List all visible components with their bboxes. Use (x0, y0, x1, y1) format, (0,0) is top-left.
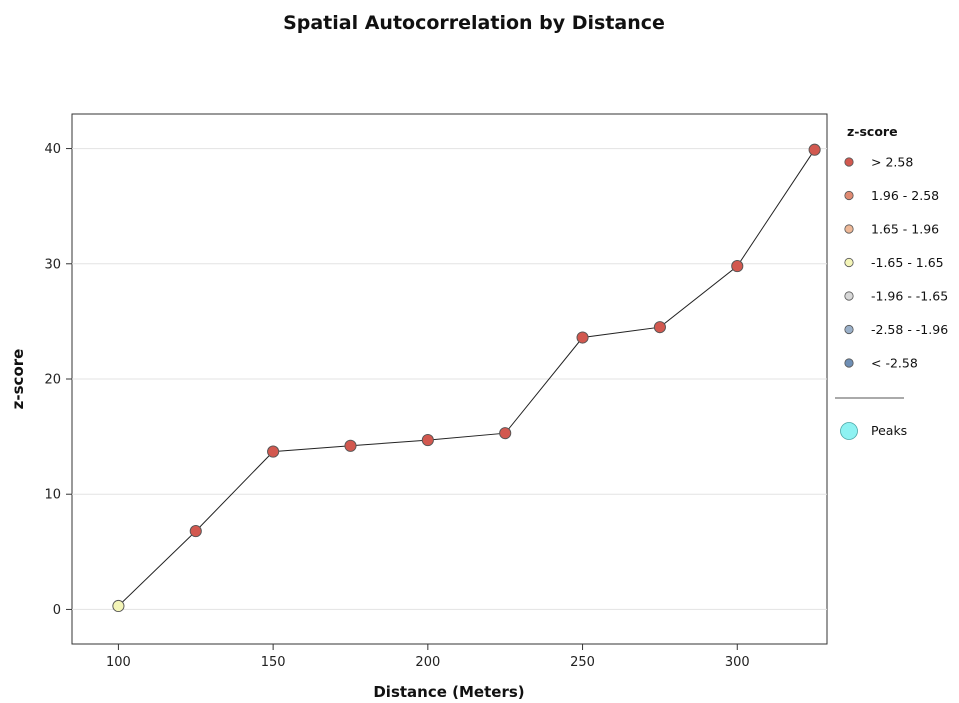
legend-label: -2.58 - -1.96 (871, 322, 948, 337)
data-point (731, 260, 744, 273)
data-point (808, 143, 821, 156)
legend-marker (844, 157, 854, 167)
x-tick-label: 200 (415, 655, 440, 670)
y-axis-title: z-score (9, 349, 27, 410)
series-line (118, 149, 816, 607)
legend-label: -1.96 - -1.65 (871, 289, 948, 304)
legend-marker (844, 324, 854, 335)
series-line-layer (118, 149, 816, 607)
data-point (112, 599, 125, 613)
legend-title: z-score (847, 124, 898, 139)
y-tick-label: 0 (53, 603, 61, 618)
legend-label: < -2.58 (871, 356, 918, 371)
chart-title: Spatial Autocorrelation by Distance (283, 12, 665, 34)
y-tick-label: 10 (44, 488, 61, 503)
x-tick-label: 250 (570, 655, 595, 670)
legend-label: 1.96 - 2.58 (871, 188, 939, 203)
data-point (576, 331, 589, 344)
data-point (421, 434, 434, 447)
x-tick-label: 100 (106, 655, 131, 670)
y-axis-ticks: 0 10 20 30 40 (44, 142, 72, 618)
legend-label: -1.65 - 1.65 (871, 255, 944, 270)
data-point (344, 439, 357, 452)
legend-peaks-label: Peaks (871, 423, 907, 438)
x-tick-label: 300 (725, 655, 750, 670)
y-tick-label: 40 (44, 142, 61, 157)
data-point (267, 445, 280, 458)
data-point (653, 321, 666, 334)
y-tick-label: 20 (44, 373, 61, 388)
legend-marker (844, 224, 854, 234)
legend-marker (844, 190, 854, 201)
legend-marker (844, 358, 854, 368)
legend-label: 1.65 - 1.96 (871, 222, 939, 237)
data-point (189, 525, 202, 538)
legend-marker (844, 257, 854, 268)
x-tick-label: 150 (261, 655, 286, 670)
gridlines (72, 148, 827, 610)
legend-label: > 2.58 (871, 155, 913, 170)
legend: z-score > 2.58 1.96 - 2.58 1.65 - 1.96 -1.6… (835, 124, 948, 440)
y-tick-label: 30 (44, 257, 61, 272)
x-axis-title: Distance (Meters) (373, 683, 524, 701)
legend-marker (844, 291, 854, 301)
x-axis-ticks: 100 150 200 250 300 (106, 644, 750, 670)
data-point (499, 427, 512, 440)
data-points (112, 143, 821, 613)
legend-items: > 2.58 1.96 - 2.58 1.65 - 1.96 -1.65 - 1.65… (844, 155, 948, 371)
legend-peaks-marker (840, 422, 858, 440)
